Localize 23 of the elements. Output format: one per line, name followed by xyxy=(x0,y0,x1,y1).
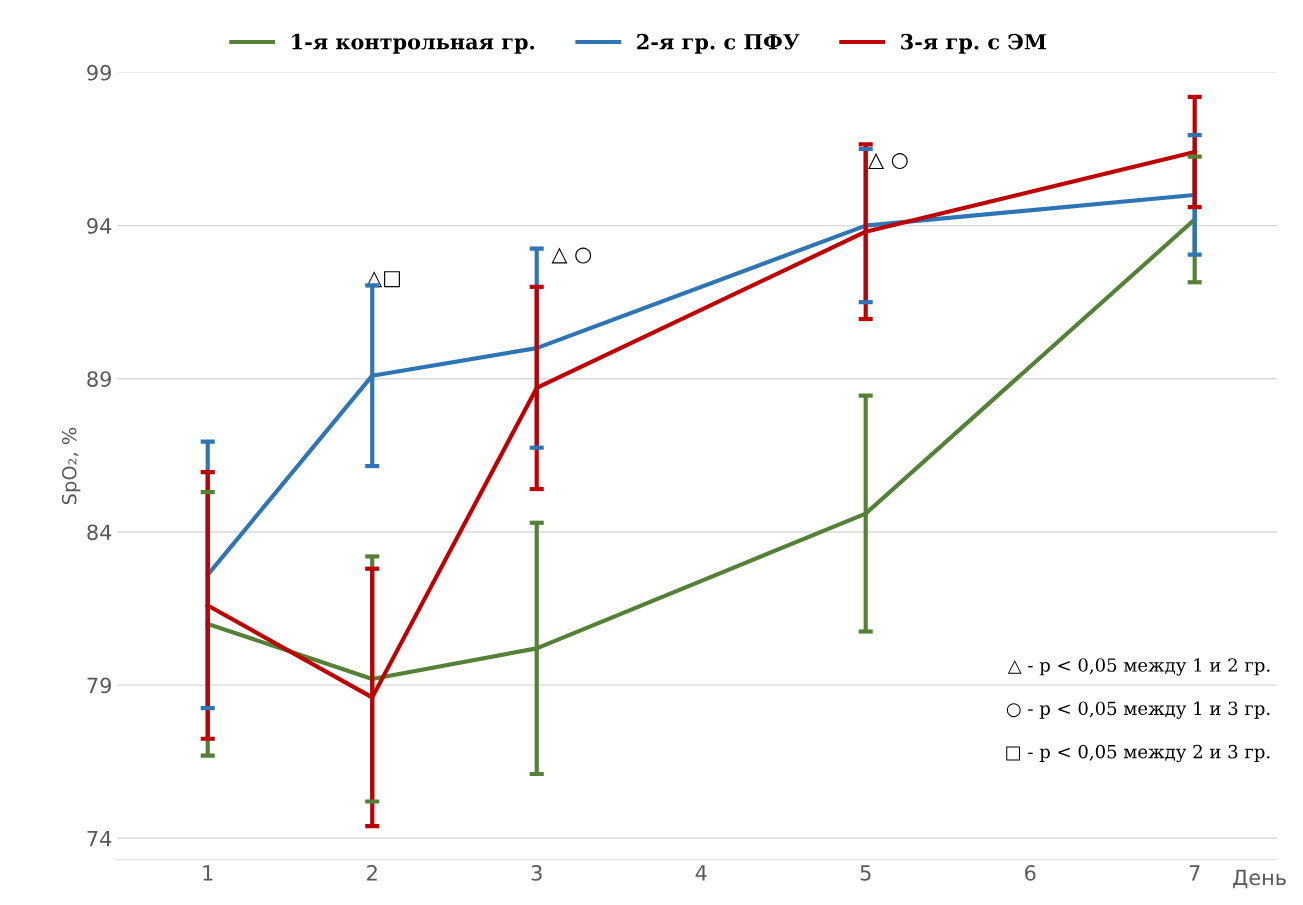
y-tick-label: 89 xyxy=(87,371,111,387)
legend-label: 1-я контрольная гр. xyxy=(292,33,535,54)
x-axis-title: День xyxy=(1233,869,1286,889)
annotation: △ ○ xyxy=(868,153,908,170)
y-tick-label: 94 xyxy=(87,218,112,234)
y-tick-label: 84 xyxy=(87,524,112,541)
annotation: ○ - р < 0,05 между 1 и 3 гр. xyxy=(1006,701,1270,719)
annotation: □ - р < 0,05 между 2 и 3 гр. xyxy=(1006,744,1270,763)
y-axis-title: SpO₂, % xyxy=(61,427,81,505)
x-tick-label: 3 xyxy=(531,864,542,881)
legend-label: 3-я гр. с ЭМ xyxy=(901,33,1046,54)
y-tick-label: 99 xyxy=(87,64,111,81)
y-tick-label: 79 xyxy=(87,677,111,694)
x-tick-label: 6 xyxy=(1025,864,1036,881)
annotation: △ ○ xyxy=(551,247,592,264)
x-tick-label: 7 xyxy=(1189,865,1200,881)
x-tick-label: 1 xyxy=(203,865,213,881)
x-tick-label: 5 xyxy=(860,865,871,881)
annotation: △ - р < 0,05 между 1 и 2 гр. xyxy=(1007,658,1270,676)
x-tick-label: 2 xyxy=(367,864,377,881)
legend-label: 2-я гр. с ПФУ xyxy=(637,33,800,54)
x-tick-label: 4 xyxy=(695,865,707,881)
y-tick-label: 74 xyxy=(87,831,112,847)
